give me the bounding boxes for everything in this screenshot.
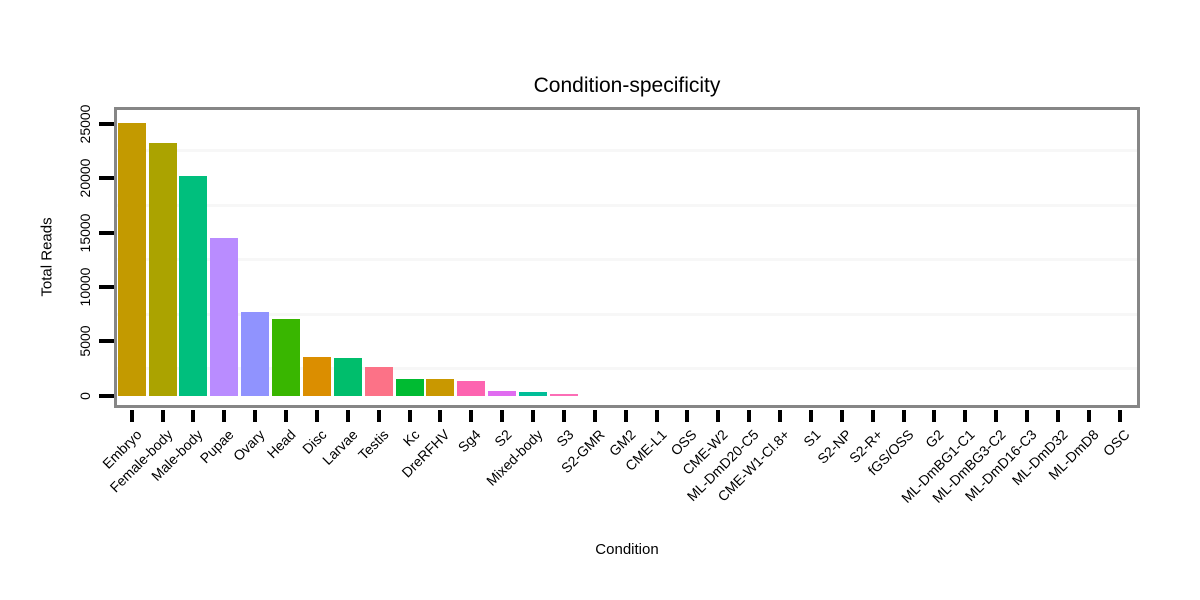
x-axis-tick <box>191 410 196 422</box>
minor-gridline <box>117 203 1137 207</box>
x-axis-tick <box>438 410 443 422</box>
x-axis-tick <box>314 410 319 422</box>
x-axis-tick <box>592 410 597 422</box>
bar-disc <box>302 356 331 396</box>
y-axis-tick <box>99 230 114 235</box>
x-axis-tick <box>284 410 289 422</box>
x-axis-tick <box>500 410 505 422</box>
chart-title: Condition-specificity <box>533 74 721 97</box>
x-axis-tick <box>654 410 659 422</box>
x-axis-tick <box>808 410 813 422</box>
x-axis-tick <box>222 410 227 422</box>
bar-s2 <box>488 391 517 396</box>
x-axis-tick <box>685 410 690 422</box>
x-axis-tick <box>716 410 721 422</box>
x-axis-tick <box>531 410 536 422</box>
bar-head <box>272 318 301 396</box>
y-axis-tick <box>99 393 114 398</box>
y-tick-label: 20000 <box>77 158 93 198</box>
bar-male-body <box>179 175 208 396</box>
x-axis-tick <box>747 410 752 422</box>
x-axis-tick <box>407 410 412 422</box>
x-axis-tick <box>253 410 258 422</box>
x-axis-tick <box>839 410 844 422</box>
x-axis-tick <box>1055 410 1060 422</box>
bar-s3 <box>549 394 578 396</box>
bar-sg4 <box>457 380 486 396</box>
y-axis-tick <box>99 176 114 181</box>
x-axis-title: Condition <box>595 541 659 558</box>
chart-panel <box>114 107 1140 408</box>
y-axis-tick <box>99 339 114 344</box>
bar-pupae <box>210 237 239 396</box>
bar-kc <box>395 378 424 396</box>
x-axis-tick <box>160 410 165 422</box>
x-axis-tick <box>376 410 381 422</box>
y-axis-tick <box>99 121 114 126</box>
x-axis-tick <box>1086 410 1091 422</box>
y-tick-label: 15000 <box>77 213 93 252</box>
x-axis-tick <box>345 410 350 422</box>
y-tick-label: 0 <box>77 391 93 400</box>
x-axis-tick <box>901 410 906 422</box>
bar-mixed-body <box>519 392 548 396</box>
x-axis-tick <box>932 410 937 422</box>
x-axis-tick <box>469 410 474 422</box>
y-axis-title: Total Reads <box>38 217 56 297</box>
x-axis-tick <box>1117 410 1122 422</box>
x-axis-tick <box>994 410 999 422</box>
minor-gridline <box>117 312 1137 316</box>
bar-testis <box>364 367 393 396</box>
x-axis-tick <box>1025 410 1030 422</box>
y-tick-label: 10000 <box>77 267 93 307</box>
x-axis-tick <box>129 410 134 422</box>
x-axis-tick <box>561 410 566 422</box>
x-axis-tick <box>623 410 628 422</box>
y-tick-label: 5000 <box>77 325 93 357</box>
bar-female-body <box>148 143 177 396</box>
y-tick-label: 25000 <box>77 104 93 144</box>
bar-embryo <box>117 122 146 396</box>
y-axis-tick <box>99 284 114 289</box>
x-axis-tick <box>778 410 783 422</box>
minor-gridline <box>117 367 1137 370</box>
bar-larvae <box>333 357 362 396</box>
minor-gridline <box>117 149 1137 153</box>
minor-gridline <box>117 258 1137 262</box>
bar-ovary <box>241 311 270 396</box>
x-axis-tick <box>963 410 968 422</box>
x-axis-tick <box>870 410 875 422</box>
bar-drerfhv <box>426 378 455 396</box>
